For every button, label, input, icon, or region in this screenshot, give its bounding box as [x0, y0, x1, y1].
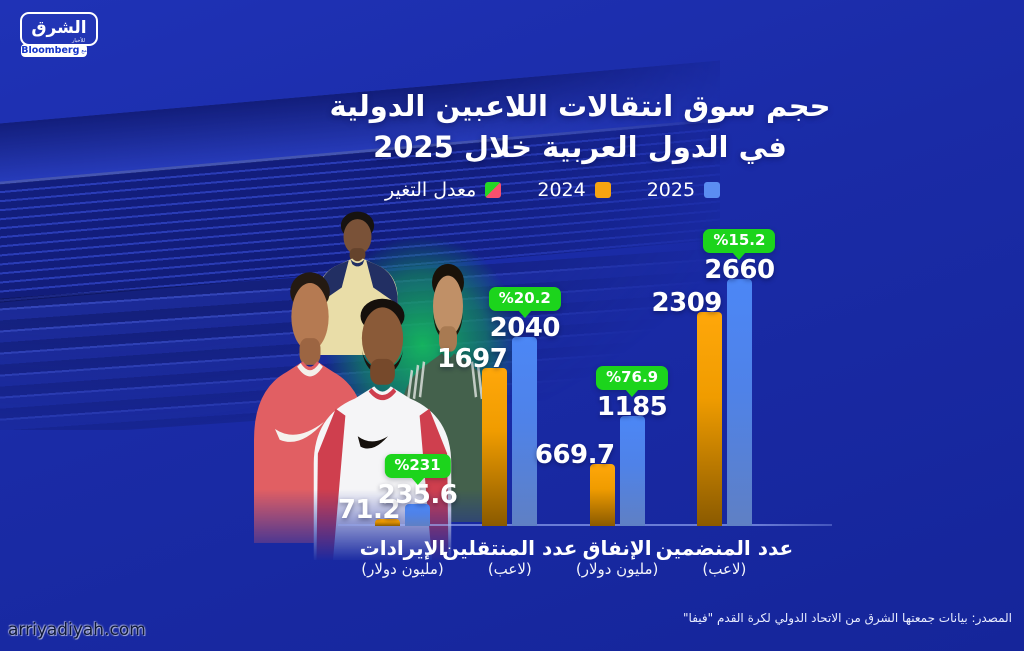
- chart-baseline: [338, 524, 832, 526]
- bloomberg-logo-prefix: مع: [81, 47, 87, 54]
- bar-2025: [512, 336, 538, 526]
- change-badge: %231: [384, 454, 451, 479]
- watermark-url: arriyadiyah.com: [8, 620, 146, 640]
- category-name: الإنفاق: [582, 536, 652, 560]
- category-unit: (مليون دولار): [361, 560, 444, 578]
- bar-2024: [375, 519, 400, 526]
- legend-2025-swatch: [704, 182, 721, 198]
- value-label-2025: 2040: [489, 312, 561, 343]
- legend-item-change: معدل التغير: [385, 179, 502, 201]
- value-label-2025: 2660: [704, 255, 775, 285]
- value-label-2024: 71.2: [337, 495, 401, 526]
- bloomberg-logo-text: Bloomberg: [21, 45, 80, 56]
- category-label: الإيرادات (مليون دولار): [360, 536, 446, 579]
- value-label-2025: 235.6: [377, 480, 458, 511]
- bar-2025: [619, 415, 645, 526]
- value-label-2024: 2309: [651, 287, 723, 318]
- legend-change-swatch: [485, 182, 502, 198]
- category-name: الإيرادات: [359, 536, 446, 560]
- bar-2024: [589, 463, 615, 526]
- category-name: عدد المنضمين: [655, 536, 794, 560]
- legend-item-2024: 2024: [537, 179, 611, 201]
- legend-2024-swatch: [594, 182, 611, 198]
- value-label-2024: 669.7: [534, 439, 615, 470]
- bar-2025: [726, 279, 752, 526]
- legend-item-2025: 2025: [646, 179, 721, 201]
- asharq-logo-box: الشرق للأخبار: [20, 12, 98, 46]
- legend-2025-label: 2025: [646, 179, 696, 201]
- value-label-2025: 1185: [596, 391, 668, 422]
- title-line-2: في الدول العربية خلال 2025: [373, 129, 787, 164]
- asharq-logo-subtext: للأخبار: [71, 38, 85, 44]
- bloomberg-logo-bar: Bloomberg مع: [21, 44, 87, 57]
- category-unit: (لاعب): [702, 560, 747, 578]
- change-badge: %76.9: [596, 365, 669, 390]
- bar-2024: [696, 311, 722, 526]
- change-badge: %15.2: [703, 229, 776, 253]
- source-note: المصدر: بيانات جمعتها الشرق من الاتحاد ا…: [683, 611, 1012, 625]
- bar-2025: [405, 504, 430, 526]
- category-label: عدد المنضمين (لاعب): [656, 536, 794, 579]
- legend-2024-label: 2024: [537, 179, 586, 201]
- category-unit: (مليون دولار): [575, 560, 659, 578]
- asharq-bloomberg-logo: الشرق للأخبار Bloomberg مع: [20, 12, 98, 57]
- category-unit: (لاعب): [487, 560, 532, 578]
- legend-change-label: معدل التغير: [385, 179, 477, 201]
- value-label-2024: 1697: [436, 344, 508, 375]
- category-name: عدد المنتقلين: [442, 536, 578, 560]
- title-line-1: حجم سوق انتقالات اللاعبين الدولية: [329, 89, 831, 123]
- change-badge: %20.2: [488, 286, 561, 311]
- asharq-logo-text: الشرق: [31, 17, 87, 38]
- category-label: الإنفاق (مليون دولار): [576, 536, 659, 579]
- category-label: عدد المنتقلين (لاعب): [442, 536, 577, 579]
- chart-legend: معدل التغير 2024 2025: [385, 179, 721, 201]
- page-title: حجم سوق انتقالات اللاعبين الدولية في الد…: [300, 86, 860, 167]
- bar-2024: [482, 368, 508, 526]
